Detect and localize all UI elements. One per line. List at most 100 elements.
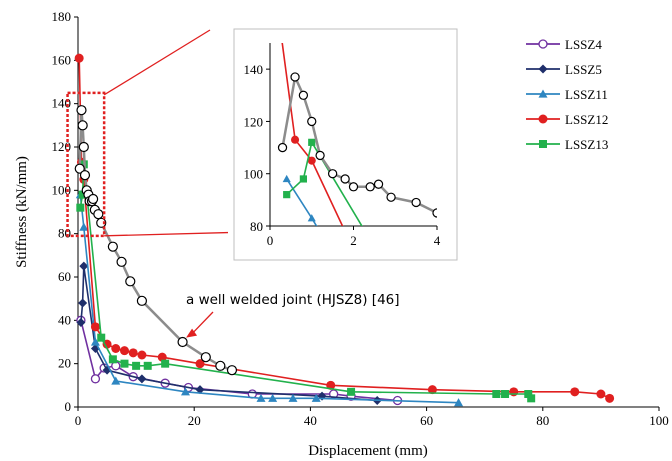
- data-point: [298, 90, 309, 100]
- data-point: [79, 222, 89, 231]
- x-tick-label: 60: [420, 413, 433, 428]
- data-point: [373, 179, 384, 189]
- series-reference-joint: [74, 105, 238, 376]
- data-point: [290, 72, 300, 82]
- data-point: [315, 150, 325, 161]
- data-point: [307, 214, 316, 222]
- data-point: [116, 256, 127, 267]
- inset-y-tick-label: 140: [244, 62, 264, 77]
- inset-y-tick-label: 80: [250, 219, 263, 234]
- data-point: [132, 361, 141, 370]
- data-point: [143, 361, 152, 370]
- data-point: [307, 116, 317, 127]
- legend: LSSZ4 LSSZ5 LSSZ11 LSSZ12 LSSZ13: [526, 37, 608, 152]
- data-point: [102, 339, 112, 349]
- data-point: [524, 390, 533, 398]
- y-tick-label: 160: [52, 52, 72, 67]
- series-line: [79, 194, 459, 404]
- data-point: [256, 393, 266, 402]
- data-point: [96, 217, 107, 228]
- data-point: [137, 350, 147, 360]
- data-point: [136, 295, 148, 306]
- data-point: [596, 389, 606, 399]
- zoom-indicator: [66, 29, 229, 238]
- data-point: [78, 190, 87, 199]
- series-line: [78, 110, 233, 372]
- y-tick-label: 40: [58, 312, 71, 327]
- main-series-layer: [74, 53, 615, 407]
- data-point: [605, 393, 615, 403]
- y-tick-label: 140: [52, 96, 72, 111]
- series-line: [80, 266, 378, 402]
- data-point: [215, 360, 226, 371]
- data-point: [282, 174, 291, 183]
- data-point: [111, 344, 121, 353]
- data-point: [291, 135, 300, 144]
- legend-item-lssz11: LSSZ11: [526, 87, 608, 102]
- data-point: [195, 385, 205, 395]
- data-point: [78, 298, 88, 308]
- y-tick-label: 180: [52, 9, 72, 24]
- data-point: [347, 387, 356, 396]
- data-point: [340, 174, 350, 184]
- annotation-arrow-line: [191, 311, 214, 335]
- x-tick-label: 20: [188, 413, 201, 428]
- data-point: [492, 390, 501, 398]
- data-point: [539, 140, 547, 148]
- data-point: [288, 393, 298, 402]
- annotation-arrowhead: [186, 328, 198, 338]
- data-point: [328, 389, 339, 399]
- zoom-box: [66, 91, 106, 238]
- data-point: [79, 170, 91, 181]
- inset-series-lssz12: [281, 43, 344, 226]
- inset-series-lssz4: [291, 331, 672, 428]
- data-point: [78, 141, 89, 153]
- data-point: [277, 142, 288, 153]
- legend-label: LSSZ4: [565, 37, 602, 52]
- data-point: [538, 114, 548, 124]
- data-point: [157, 352, 167, 362]
- data-point: [195, 359, 205, 369]
- data-point: [108, 355, 117, 364]
- inset-x-tick-label: 2: [350, 233, 357, 248]
- data-point: [74, 53, 84, 63]
- data-point: [307, 156, 316, 165]
- data-point: [348, 182, 359, 192]
- data-point: [90, 374, 101, 384]
- data-point: [120, 359, 129, 368]
- data-point: [283, 191, 291, 199]
- y-axis-title: Stiffness (kN/mm): [14, 156, 30, 268]
- data-point: [308, 138, 316, 146]
- inset-y-tick-label: 120: [244, 114, 264, 129]
- inset-series-line: [291, 265, 672, 427]
- legend-item-lssz4: LSSZ4: [526, 37, 602, 52]
- legend-label: LSSZ12: [565, 112, 608, 127]
- legend-label: LSSZ13: [565, 137, 608, 152]
- data-point: [411, 197, 421, 208]
- data-point: [538, 89, 548, 98]
- data-point: [111, 376, 121, 385]
- data-point: [386, 192, 396, 202]
- data-point: [177, 336, 188, 348]
- data-point: [454, 398, 464, 407]
- data-point: [200, 352, 211, 363]
- data-point: [538, 39, 548, 49]
- x-tick-label: 40: [304, 413, 317, 428]
- data-point: [509, 387, 519, 397]
- data-point: [79, 261, 89, 271]
- series-lssz11: [75, 190, 464, 407]
- inset-series-reference-joint: [277, 72, 437, 218]
- data-point: [74, 163, 85, 174]
- legend-label: LSSZ5: [565, 62, 602, 77]
- data-point: [432, 208, 437, 218]
- data-point: [90, 322, 100, 332]
- data-point: [311, 393, 321, 402]
- y-tick-label: 120: [52, 139, 72, 154]
- data-point: [299, 175, 307, 183]
- series-lssz5: [76, 261, 382, 405]
- x-tick-label: 80: [536, 413, 549, 428]
- legend-item-lssz5: LSSZ5: [526, 62, 602, 77]
- data-point: [180, 387, 190, 396]
- data-point: [161, 359, 170, 368]
